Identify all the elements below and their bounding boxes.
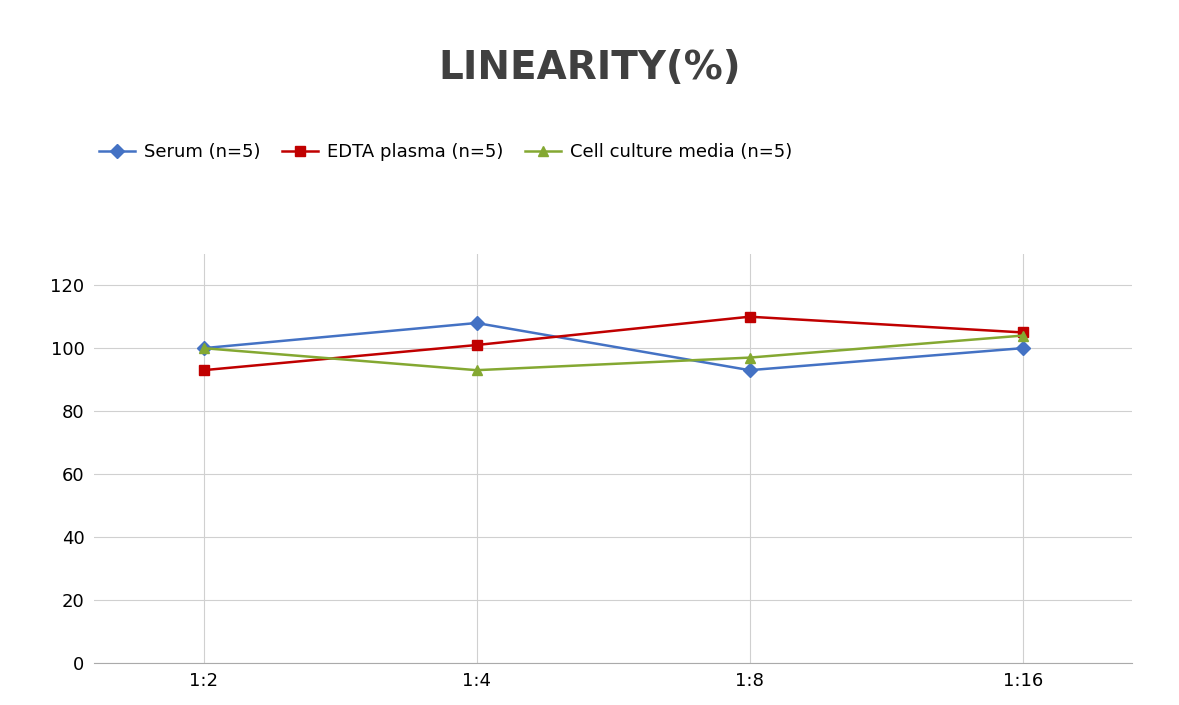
Cell culture media (n=5) (469, 366, 483, 374)
Cell culture media (n=5) (743, 353, 757, 362)
Line: EDTA plasma (n=5): EDTA plasma (n=5) (199, 312, 1027, 375)
EDTA plasma (n=5) (469, 341, 483, 349)
Serum (n=5) (469, 319, 483, 327)
EDTA plasma (n=5) (1015, 329, 1029, 337)
Serum (n=5) (743, 366, 757, 374)
Line: Cell culture media (n=5): Cell culture media (n=5) (199, 331, 1027, 375)
Cell culture media (n=5) (1015, 331, 1029, 340)
EDTA plasma (n=5) (197, 366, 211, 374)
Cell culture media (n=5) (197, 344, 211, 352)
Text: LINEARITY(%): LINEARITY(%) (439, 49, 740, 87)
Line: Serum (n=5): Serum (n=5) (199, 318, 1027, 375)
EDTA plasma (n=5) (743, 312, 757, 321)
Legend: Serum (n=5), EDTA plasma (n=5), Cell culture media (n=5): Serum (n=5), EDTA plasma (n=5), Cell cul… (92, 136, 799, 168)
Serum (n=5) (1015, 344, 1029, 352)
Serum (n=5) (197, 344, 211, 352)
